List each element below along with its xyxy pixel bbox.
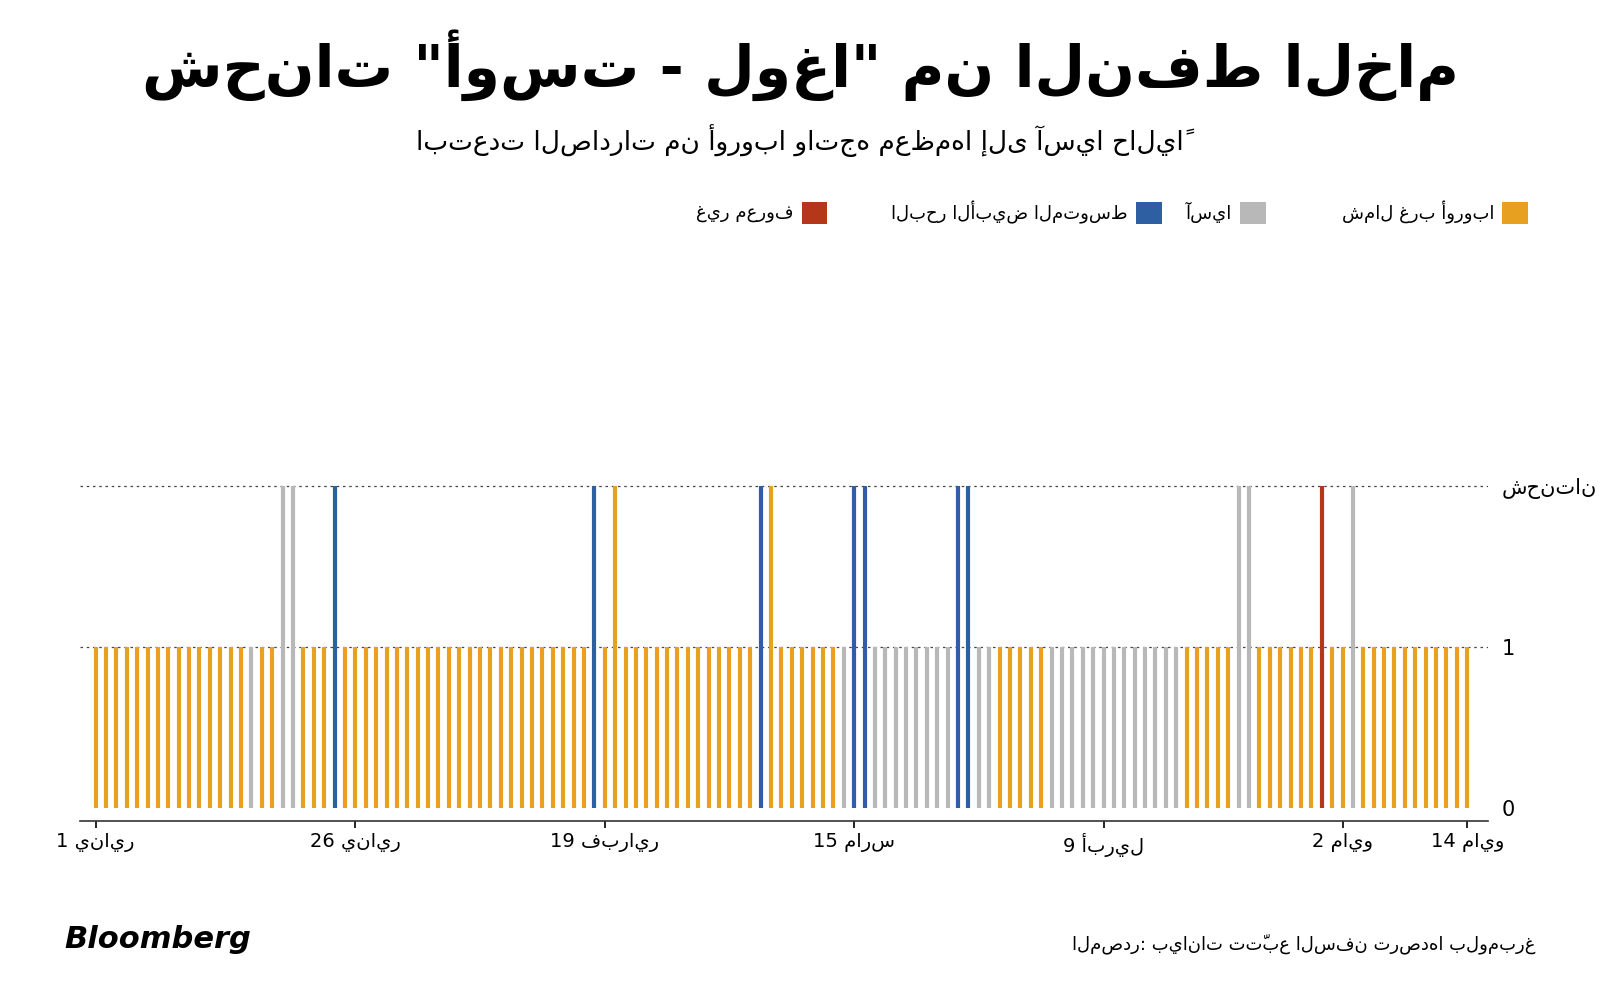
Text: Bloomberg: Bloomberg xyxy=(64,926,251,954)
Text: آسيا: آسيا xyxy=(1186,202,1232,224)
Text: غير معروف: غير معروف xyxy=(696,204,794,222)
Text: شمال غرب أوروبا: شمال غرب أوروبا xyxy=(1342,201,1494,225)
Text: البحر الأبيض المتوسط: البحر الأبيض المتوسط xyxy=(891,201,1128,225)
Text: شحنات "أوست - لوغا" من النفط الخام: شحنات "أوست - لوغا" من النفط الخام xyxy=(141,30,1459,102)
Text: المصدر: بيانات تتّبع السفن ترصدها بلومبرغ: المصدر: بيانات تتّبع السفن ترصدها بلومبر… xyxy=(1072,934,1536,954)
Text: ابتعدت الصادرات من أوروبا واتجه معظمها إلى آسيا حالياً: ابتعدت الصادرات من أوروبا واتجه معظمها إ… xyxy=(416,124,1184,156)
